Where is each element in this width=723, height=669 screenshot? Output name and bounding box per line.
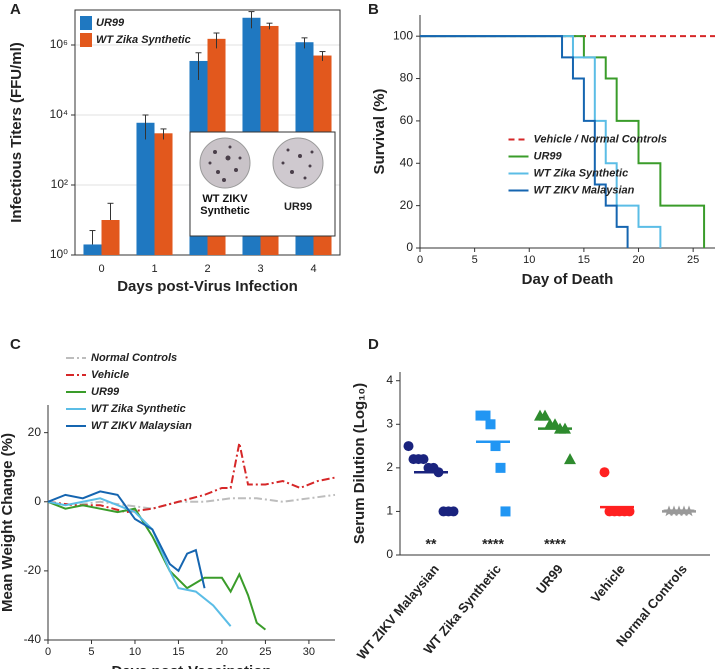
annotation: **** [544,536,566,552]
y-tick-label: 0 [34,494,41,508]
plate [199,137,251,189]
y-tick-label: -20 [24,563,42,577]
point [539,409,551,421]
legend-label: WT Zika Synthetic [96,34,191,46]
y-axis-label: Survival (%) [371,89,388,175]
legend-label: Vehicle [91,369,129,381]
y-tick-label: 0 [386,547,393,561]
bar [101,220,120,255]
x-axis-label: Days post-Virus Infection [117,278,298,295]
x-tick-label: 10 [523,254,535,266]
x-axis-label: Days post-Vaccination [111,663,271,669]
plate-foci [208,145,314,182]
x-tick-label: 5 [88,646,94,658]
point [599,467,610,478]
inset-label: WT ZIKV Synthetic [200,193,250,217]
x-tick-label: 25 [687,254,699,266]
point [624,506,635,517]
x-tick-label: 25 [259,646,271,658]
point [480,410,491,421]
panel-label: B [368,1,379,18]
y-tick-label: 40 [400,155,414,169]
y-tick-label: 0 [406,240,413,254]
point [495,462,506,473]
x-tick-label: 3 [257,263,263,275]
x-tick-label: 2 [204,263,210,275]
legend-label: UR99 [91,386,120,398]
panel-label: C [10,336,21,353]
y-tick-label: 10⁴ [49,107,68,121]
panel-label: A [10,1,21,18]
y-tick-label: 20 [28,425,42,439]
legend-label: Normal Controls [91,352,177,364]
y-tick-label: 10⁶ [50,37,68,51]
y-axis-label: Mean Weight Change (%) [0,433,16,612]
plate [272,137,324,189]
x-tick-label: 5 [472,254,478,266]
legend-label: WT Zika Synthetic [534,167,629,179]
x-tick-label: 0 [98,263,104,275]
point [564,453,576,465]
bar [136,122,155,255]
y-axis-label: Infectious Titers (FFU/ml) [8,42,25,223]
y-tick-label: 10⁰ [50,247,68,261]
y-tick-label: 1 [386,504,393,518]
legend-swatch [80,33,92,47]
point [490,441,501,452]
inset: WT ZIKV Synthetic UR99 [189,131,336,237]
legend-swatch [80,16,92,30]
y-tick-label: 4 [386,373,393,387]
x-axis-label: Day of Death [522,271,614,288]
legend-label: Vehicle / Normal Controls [534,133,667,145]
y-tick-label: 10² [51,177,68,191]
series-line [47,442,336,514]
legend-label: WT Zika Synthetic [91,403,186,415]
x-tick-label: 15 [172,646,184,658]
y-tick-label: 100 [393,28,413,42]
x-tick-label: 30 [303,646,315,658]
point [500,506,511,517]
y-tick-label: 80 [400,71,414,85]
legend-label: WT ZIKV Malaysian [534,184,635,196]
annotation: ** [426,536,437,552]
y-tick-label: -40 [24,632,42,646]
bar [83,244,102,255]
legend-label: UR99 [96,17,125,29]
y-tick-label: 20 [400,198,414,212]
series-line [47,490,206,589]
x-tick-label: 10 [129,646,141,658]
x-tick-label: 0 [417,254,423,266]
annotation: **** [482,536,504,552]
series-line [47,500,267,631]
point [418,454,429,465]
x-tick-label: 1 [151,263,157,275]
x-tick-label: 20 [216,646,228,658]
series-line [420,35,629,248]
panel-label: D [368,336,379,353]
y-tick-label: 2 [386,460,393,474]
y-tick-label: 3 [386,416,393,430]
series-line [47,493,336,510]
y-tick-label: 60 [400,113,414,127]
inset-label: UR99 [284,201,312,213]
inset-label-box: WT ZIKV Synthetic [200,193,250,217]
y-axis-label: Serum Dilution (Log₁₀) [351,383,368,544]
legend-label: UR99 [534,150,563,162]
point [485,419,496,430]
point [448,506,459,517]
x-tick-label: 0 [45,646,51,658]
x-tick-label: 15 [578,254,590,266]
legend-label: WT ZIKV Malaysian [91,420,192,432]
x-tick-label: 20 [632,254,644,266]
point [403,441,414,452]
bar [154,133,173,255]
x-tick-label: 4 [310,263,316,275]
